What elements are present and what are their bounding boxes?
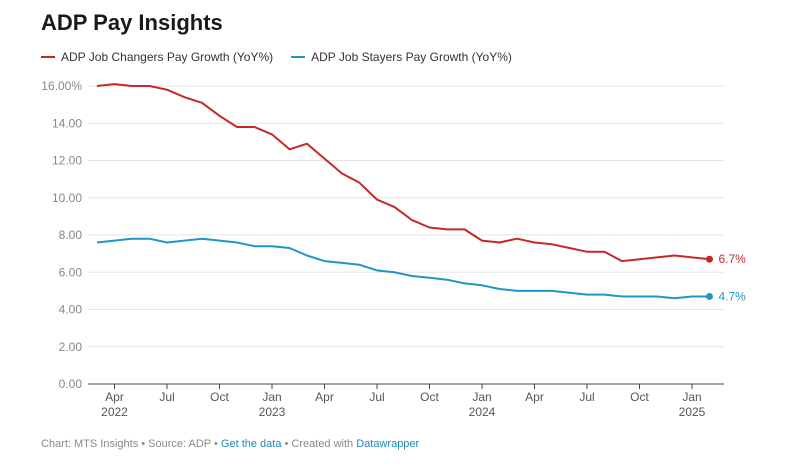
x-tick-label: Jan (682, 390, 701, 404)
x-tick-label: Jul (369, 390, 384, 404)
y-tick-label: 0.00 (59, 377, 83, 391)
x-tick-label: Jul (579, 390, 594, 404)
x-tick-label: Oct (630, 390, 649, 404)
legend: ADP Job Changers Pay Growth (YoY%) ADP J… (41, 50, 512, 64)
x-tick-label: Oct (210, 390, 229, 404)
legend-swatch-job-stayers (291, 56, 306, 58)
legend-item-job-changers: ADP Job Changers Pay Growth (YoY%) (41, 50, 273, 64)
footer-source: Chart: MTS Insights • Source: ADP • (41, 438, 221, 450)
end-label-job-stayers: 4.7% (719, 289, 747, 303)
y-tick-label: 6.00 (59, 265, 83, 279)
y-tick-label: 16.00% (41, 79, 82, 93)
series-line-job-changers (96, 83, 710, 263)
datawrapper-link[interactable]: Datawrapper (356, 438, 420, 450)
series-line-job-stayers (96, 237, 710, 300)
x-tick-label: Apr (105, 390, 124, 404)
x-tick-year-label: 2022 (101, 405, 128, 419)
y-tick-label: 12.00 (52, 154, 82, 168)
get-the-data-link[interactable]: Get the data (220, 438, 282, 450)
x-tick-label: Jan (262, 390, 281, 404)
y-tick-label: 10.00 (52, 191, 82, 205)
chart-footer: Chart: MTS Insights • Source: ADP • Get … (41, 438, 419, 450)
y-tick-label: 14.00 (52, 116, 82, 130)
end-point-job-stayers (706, 292, 713, 300)
x-tick-label: Oct (420, 390, 439, 404)
x-tick-year-label: 2025 (679, 405, 706, 419)
legend-item-job-stayers: ADP Job Stayers Pay Growth (YoY%) (291, 50, 512, 64)
y-tick-label: 2.00 (59, 340, 83, 354)
x-tick-label: Apr (525, 390, 544, 404)
legend-label-job-changers: ADP Job Changers Pay Growth (YoY%) (61, 50, 274, 64)
end-point-job-changers (706, 255, 713, 263)
x-tick-label: Jul (159, 390, 174, 404)
x-tick-label: Jan (472, 390, 491, 404)
y-tick-label: 4.00 (59, 303, 83, 317)
x-tick-year-label: 2023 (259, 405, 286, 419)
x-tick-label: Apr (315, 390, 334, 404)
y-tick-label: 8.00 (59, 228, 83, 242)
footer-created: • Created with (281, 438, 357, 450)
chart-title: ADP Pay Insights (41, 10, 223, 35)
legend-swatch-job-changers (41, 56, 55, 58)
end-label-job-changers: 6.7% (719, 252, 747, 266)
legend-label-job-stayers: ADP Job Stayers Pay Growth (YoY%) (311, 50, 512, 64)
x-tick-year-label: 2024 (469, 405, 496, 419)
